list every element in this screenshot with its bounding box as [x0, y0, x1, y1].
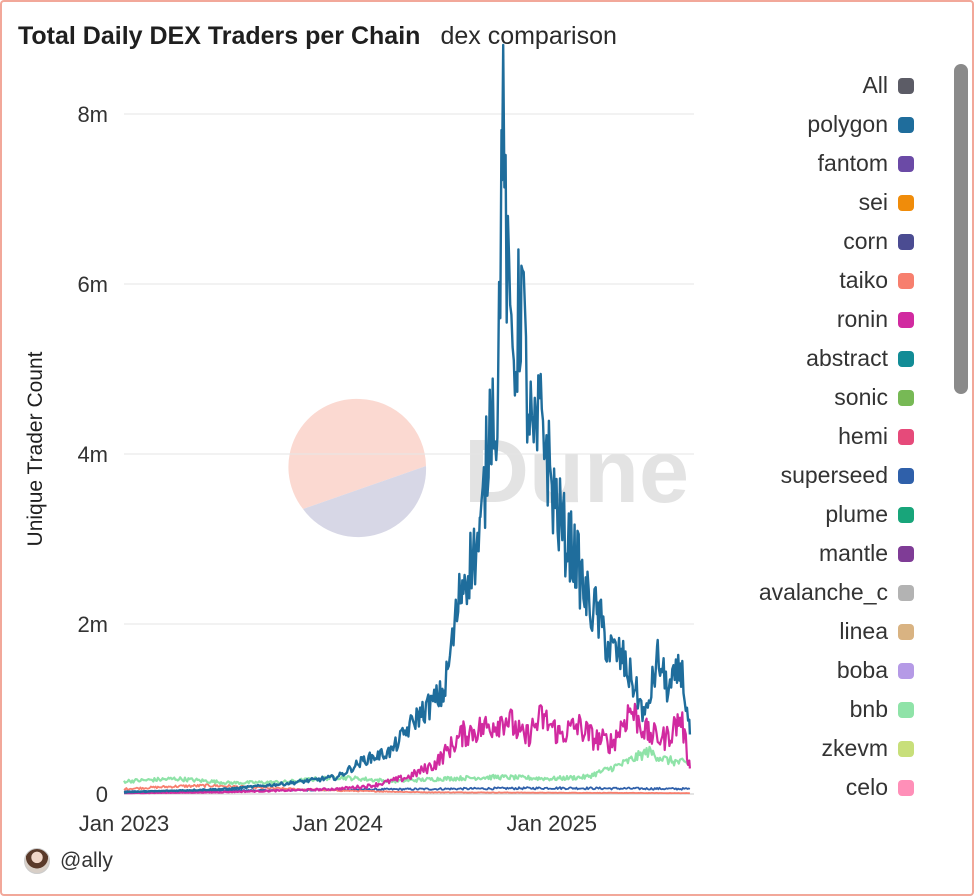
legend-item-abstract[interactable]: abstract: [674, 339, 914, 378]
legend-swatch: [898, 194, 914, 211]
y-axis-label: Unique Trader Count: [24, 351, 47, 546]
legend-label: ronin: [836, 306, 888, 332]
legend-item-avalanche-c[interactable]: avalanche_c: [674, 573, 914, 612]
legend-item-sonic[interactable]: sonic: [674, 378, 914, 417]
legend-swatch: [898, 311, 914, 328]
legend-item-celo[interactable]: celo: [674, 768, 914, 807]
legend-swatch: [898, 545, 914, 562]
legend-swatch: [898, 77, 914, 94]
legend-swatch: [898, 584, 914, 601]
legend-item-linea[interactable]: linea: [674, 612, 914, 651]
legend-label: corn: [843, 228, 888, 254]
legend-swatch: [898, 116, 914, 133]
chart-header: Total Daily DEX Traders per Chain dex co…: [18, 22, 617, 51]
legend-label: All: [862, 72, 888, 98]
legend-swatch: [898, 740, 914, 757]
legend-label: hemi: [838, 423, 888, 449]
legend-item-taiko[interactable]: taiko: [674, 261, 914, 300]
y-tick-label: 4m: [77, 442, 108, 467]
legend-item-superseed[interactable]: superseed: [674, 456, 914, 495]
legend-item-bnb[interactable]: bnb: [674, 690, 914, 729]
legend-swatch: [898, 272, 914, 289]
series-line-ronin: [123, 702, 691, 795]
x-tick-label: Jan 2024: [292, 811, 383, 836]
legend-swatch: [898, 389, 914, 406]
legend-item-ronin[interactable]: ronin: [674, 300, 914, 339]
legend-swatch: [898, 623, 914, 640]
legend-scrollbar[interactable]: [954, 64, 968, 394]
legend-swatch: [898, 467, 914, 484]
legend-label: boba: [836, 657, 888, 683]
x-tick-label: Jan 2023: [79, 811, 170, 836]
legend-label: celo: [845, 774, 888, 800]
legend-item-mantle[interactable]: mantle: [674, 534, 914, 573]
y-tick-label: 8m: [77, 102, 108, 127]
legend-swatch: [898, 350, 914, 367]
legend-swatch: [898, 779, 914, 796]
watermark-text: Dune: [464, 422, 689, 522]
y-tick-label: 6m: [77, 272, 108, 297]
legend-swatch: [898, 155, 914, 172]
legend-label: sei: [858, 189, 888, 215]
legend-label: mantle: [818, 540, 888, 566]
x-tick-label: Jan 2025: [507, 811, 598, 836]
legend-label: bnb: [849, 696, 888, 722]
legend-swatch: [898, 662, 914, 679]
author-footer: @ally: [24, 848, 113, 874]
y-tick-label: 0: [96, 782, 108, 807]
legend-item-zkevm[interactable]: zkevm: [674, 729, 914, 768]
series-line-taiko: [123, 783, 690, 795]
author-avatar[interactable]: [24, 848, 50, 874]
chart-subtitle: dex comparison: [440, 22, 617, 50]
legend-item-fantom[interactable]: fantom: [674, 144, 914, 183]
legend-swatch: [898, 506, 914, 523]
legend-swatch: [898, 233, 914, 250]
author-handle[interactable]: @ally: [60, 849, 113, 872]
legend-label: abstract: [806, 345, 888, 371]
legend-label: fantom: [817, 150, 888, 176]
y-tick-label: 2m: [77, 612, 108, 637]
legend-swatch: [898, 701, 914, 718]
legend-item-hemi[interactable]: hemi: [674, 417, 914, 456]
chart-legend: All polygon fantom sei corn taiko ronin abstrac…: [674, 66, 914, 807]
legend-swatch: [898, 428, 914, 445]
legend-item-sei[interactable]: sei: [674, 183, 914, 222]
legend-label: sonic: [834, 384, 888, 410]
legend-item-All[interactable]: All: [674, 66, 914, 105]
legend-label: zkevm: [821, 735, 888, 761]
series-line-polygon: [123, 43, 692, 794]
legend-label: linea: [839, 618, 888, 644]
legend-item-plume[interactable]: plume: [674, 495, 914, 534]
legend-item-corn[interactable]: corn: [674, 222, 914, 261]
legend-item-boba[interactable]: boba: [674, 651, 914, 690]
watermark-logo-bottom: [303, 466, 427, 538]
legend-label: taiko: [839, 267, 888, 293]
legend-item-polygon[interactable]: polygon: [674, 105, 914, 144]
legend-label: plume: [825, 501, 888, 527]
legend-label: avalanche_c: [758, 579, 888, 605]
legend-label: polygon: [807, 111, 888, 137]
series-line-bnb: [123, 745, 691, 786]
chart-title: Total Daily DEX Traders per Chain: [18, 22, 421, 50]
legend-label: superseed: [780, 462, 888, 488]
